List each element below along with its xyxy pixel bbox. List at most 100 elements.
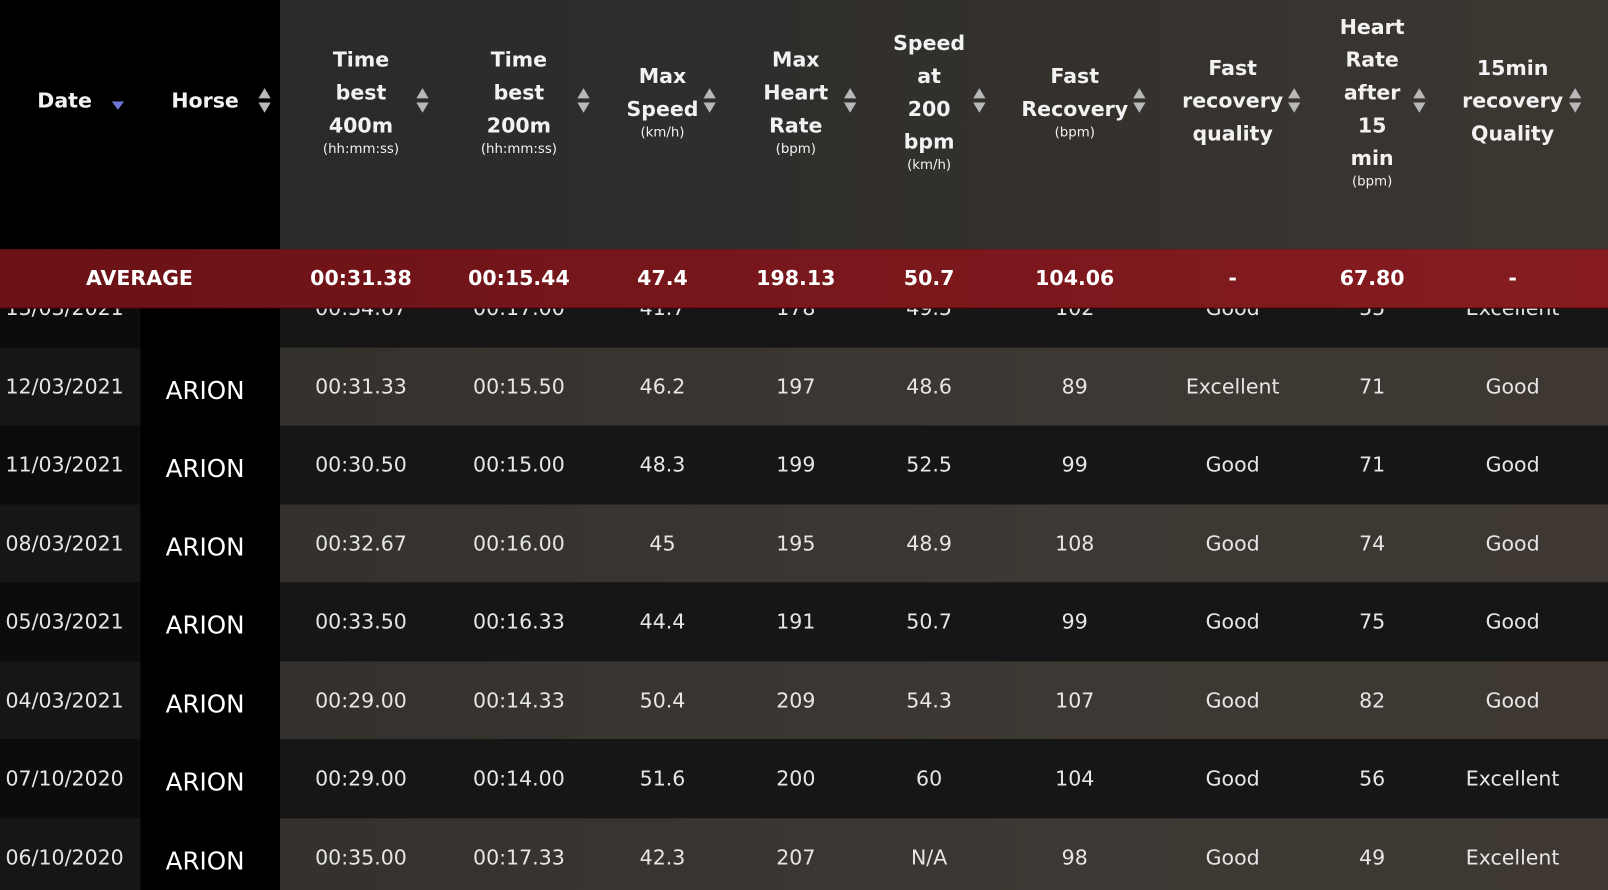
date-cell: 12/03/2021 — [5, 373, 124, 399]
data-cell: 207 — [776, 844, 816, 870]
sort-icon[interactable] — [973, 87, 986, 114]
sort-icon[interactable] — [843, 87, 857, 114]
data-cell: 54.3 — [906, 687, 952, 713]
header-line: Heart — [1339, 14, 1405, 39]
data-cell: Excellent — [1465, 766, 1560, 791]
data-cell: Good — [1205, 687, 1260, 713]
data-cell: 48.6 — [906, 373, 952, 399]
average-value: - — [1228, 265, 1237, 291]
data-cell: 75 — [1359, 609, 1386, 634]
sort-icon[interactable] — [1288, 87, 1301, 114]
column-header[interactable]: Date — [37, 84, 92, 117]
data-cell: 56 — [1359, 766, 1386, 791]
data-cell: 50.4 — [639, 687, 686, 713]
column-header[interactable]: Max Speed (km/h) — [626, 59, 698, 141]
data-cell: 00:16.33 — [473, 609, 565, 634]
sort-arrow — [703, 88, 716, 99]
data-cell: 52.5 — [906, 452, 952, 478]
average-value: - — [1508, 265, 1517, 291]
data-cell: 00:33.50 — [315, 609, 407, 634]
data-cell: 49 — [1359, 844, 1386, 870]
row-background — [279, 582, 1608, 661]
horse-cell: ARION — [165, 376, 245, 405]
header-line: recovery — [1462, 88, 1564, 113]
date-cell-background — [0, 347, 141, 426]
data-cell: 48.3 — [639, 452, 686, 478]
column-header[interactable]: Horse — [171, 84, 238, 117]
horse-cell: ARION — [165, 846, 245, 876]
data-cell: Good — [1205, 844, 1260, 870]
sort-arrow — [1288, 102, 1301, 113]
header-line: Time — [490, 47, 548, 72]
data-cell: 48.9 — [906, 530, 952, 556]
header-line: min — [1350, 145, 1394, 171]
date-cell-background — [0, 817, 141, 890]
date-cell-background — [0, 582, 141, 661]
header-unit: (km/h) — [907, 157, 952, 174]
data-cell: 00:30.50 — [315, 452, 407, 478]
average-value: 47.4 — [637, 265, 688, 291]
data-cell: 199 — [776, 452, 816, 478]
sort-icon[interactable] — [1413, 87, 1426, 114]
sort-icon[interactable] — [416, 87, 429, 114]
sort-arrow — [843, 88, 857, 99]
header-line: 400m — [328, 112, 394, 138]
header-line: Quality — [1471, 120, 1555, 146]
data-cell: 89 — [1061, 373, 1088, 399]
sort-arrow — [973, 88, 986, 99]
data-cell: 00:29.00 — [315, 687, 407, 713]
data-cell: 191 — [776, 609, 816, 634]
header-unit: (hh:mm:ss) — [480, 141, 557, 157]
date-cell-background — [0, 739, 141, 818]
data-cell: 195 — [776, 530, 816, 556]
data-cell: 45 — [649, 530, 676, 556]
date-cell-background — [0, 660, 141, 740]
data-cell: 209 — [776, 687, 816, 713]
data-cell: Good — [1485, 530, 1540, 556]
date-cell-background — [0, 503, 141, 583]
data-cell: 00:29.00 — [315, 766, 407, 791]
average-value: 104.06 — [1035, 265, 1115, 291]
data-cell: 42.3 — [639, 844, 686, 870]
sort-arrow — [1569, 88, 1582, 99]
data-cell: 82 — [1359, 687, 1386, 713]
sort-arrow — [1413, 102, 1426, 113]
data-cell: 104 — [1055, 766, 1095, 791]
data-cell: 00:31.33 — [315, 373, 407, 399]
column-header[interactable]: Time best 200m (hh:mm:ss) — [481, 43, 557, 158]
average-value: 00:31.38 — [310, 265, 412, 291]
sort-icon[interactable] — [703, 87, 716, 114]
data-cell: 46.2 — [639, 373, 686, 399]
date-cell: 08/03/2021 — [5, 530, 124, 556]
header-line: recovery — [1182, 88, 1284, 113]
column-header[interactable]: Fast Recovery (bpm) — [1021, 59, 1128, 141]
date-cell: 04/03/2021 — [5, 687, 124, 713]
data-cell: 00:16.00 — [473, 530, 565, 556]
date-cell: 06/10/2020 — [5, 844, 124, 870]
column-header[interactable]: Max Heart Rate (bpm) — [763, 43, 828, 158]
data-cell: 60 — [916, 766, 943, 791]
header-line: 200m — [486, 112, 551, 138]
row-background — [279, 347, 1608, 426]
header-line: Heart — [763, 79, 829, 105]
column-header[interactable]: Heart Rate after 15 min (bpm) — [1340, 10, 1405, 190]
column-header[interactable]: 15min recovery Quality — [1462, 51, 1563, 149]
column-header[interactable]: Time best 400m (hh:mm:ss) — [323, 43, 399, 158]
average-label: AVERAGE — [86, 265, 193, 291]
sort-arrow — [416, 102, 429, 113]
sort-icon[interactable] — [258, 87, 271, 114]
data-cell: 107 — [1055, 687, 1095, 713]
sort-icon[interactable] — [1569, 87, 1582, 114]
sort-icon[interactable] — [1133, 87, 1146, 114]
header-unit: (km/h) — [640, 125, 685, 141]
header-unit: (bpm) — [1351, 174, 1393, 190]
header-line: 15 — [1357, 112, 1387, 138]
column-header[interactable]: Speed at 200 bpm (km/h) — [893, 27, 965, 175]
column-header[interactable]: Fast recovery quality — [1182, 51, 1283, 149]
sort-arrow — [1133, 88, 1146, 99]
data-cell: 51.6 — [639, 766, 686, 791]
sort-arrow — [577, 102, 590, 113]
sort-icon[interactable] — [111, 92, 125, 119]
sort-icon[interactable] — [577, 87, 590, 114]
